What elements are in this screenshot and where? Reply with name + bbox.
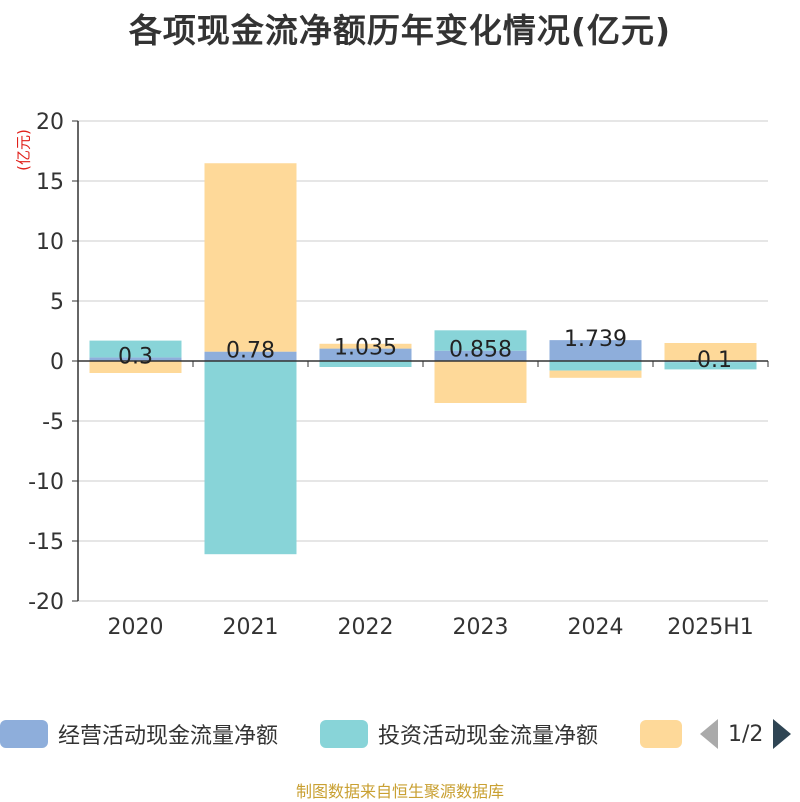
bar-series0-2020 bbox=[89, 357, 182, 361]
bar-series0-2021 bbox=[204, 351, 297, 361]
y-tick-label: 5 bbox=[50, 290, 64, 315]
bar-series1-2024 bbox=[549, 361, 642, 371]
data-label: -0.1 bbox=[689, 348, 732, 373]
bar-series2-2020 bbox=[89, 361, 182, 373]
y-tick-label: -15 bbox=[28, 530, 64, 555]
data-label: 0.78 bbox=[226, 339, 275, 364]
legend-item-financing[interactable] bbox=[640, 716, 692, 752]
bar-series0-2024 bbox=[549, 340, 642, 361]
x-tick-label: 2024 bbox=[568, 615, 624, 640]
bar-series1-2023 bbox=[434, 330, 527, 351]
y-tick-label: 0 bbox=[50, 350, 64, 375]
legend-page-indicator: 1/2 bbox=[728, 721, 764, 747]
y-tick-label: 20 bbox=[36, 110, 64, 135]
x-tick-label: 2023 bbox=[453, 615, 509, 640]
legend-pager: 1/2 bbox=[700, 716, 792, 752]
bar-series1-2022 bbox=[319, 361, 412, 367]
bar-series2-2023 bbox=[434, 361, 527, 403]
bar-chart: 20 15 10 5 0 -5 -10 -15 -20 2020 2021 2022 2023 2024… bbox=[28, 110, 769, 640]
bar-series2-2021 bbox=[204, 163, 297, 352]
y-tick-label: -20 bbox=[28, 590, 64, 615]
legend-item-operating[interactable]: 经营活动现金流量净额 bbox=[0, 716, 278, 752]
data-label: 1.739 bbox=[564, 327, 627, 352]
y-tick-label: -10 bbox=[28, 470, 64, 495]
data-label: 0.3 bbox=[118, 344, 153, 369]
data-label: 1.035 bbox=[334, 336, 397, 361]
bar-series1-2021 bbox=[204, 361, 297, 555]
legend-swatch-financing bbox=[640, 720, 682, 748]
bar-series1-2025H1 bbox=[664, 362, 757, 370]
bar-series2-2025H1 bbox=[664, 343, 757, 361]
legend-prev-page-icon[interactable] bbox=[700, 719, 718, 749]
bar-series0-2022 bbox=[319, 348, 412, 361]
legend-swatch-operating bbox=[0, 720, 48, 748]
legend-label-operating: 经营活动现金流量净额 bbox=[58, 724, 279, 749]
x-tick-label: 2021 bbox=[223, 615, 279, 640]
legend-label-investing: 投资活动现金流量净额 bbox=[378, 724, 599, 749]
bar-series2-2022 bbox=[319, 343, 412, 349]
y-tick-label: 15 bbox=[36, 170, 64, 195]
bar-series2-2024 bbox=[549, 370, 642, 378]
bar-series0-2023 bbox=[434, 350, 527, 361]
bar-series1-2020 bbox=[89, 340, 182, 358]
chart-title: 各项现金流净额历年变化情况(亿元) bbox=[128, 11, 672, 50]
data-label: 0.858 bbox=[449, 338, 512, 363]
x-tick-label: 2025H1 bbox=[667, 615, 754, 640]
legend-item-investing[interactable]: 投资活动现金流量净额 bbox=[320, 716, 598, 752]
data-source-note: 制图数据来自恒生聚源数据库 bbox=[295, 782, 504, 801]
y-tick-label: 10 bbox=[36, 230, 64, 255]
x-tick-label: 2022 bbox=[338, 615, 394, 640]
y-tick-label: -5 bbox=[42, 410, 64, 435]
x-tick-label: 2020 bbox=[108, 615, 164, 640]
legend-swatch-investing bbox=[320, 720, 368, 748]
legend: 经营活动现金流量净额 投资活动现金流量净额 1/2 bbox=[0, 716, 800, 756]
legend-next-page-icon[interactable] bbox=[773, 719, 792, 749]
